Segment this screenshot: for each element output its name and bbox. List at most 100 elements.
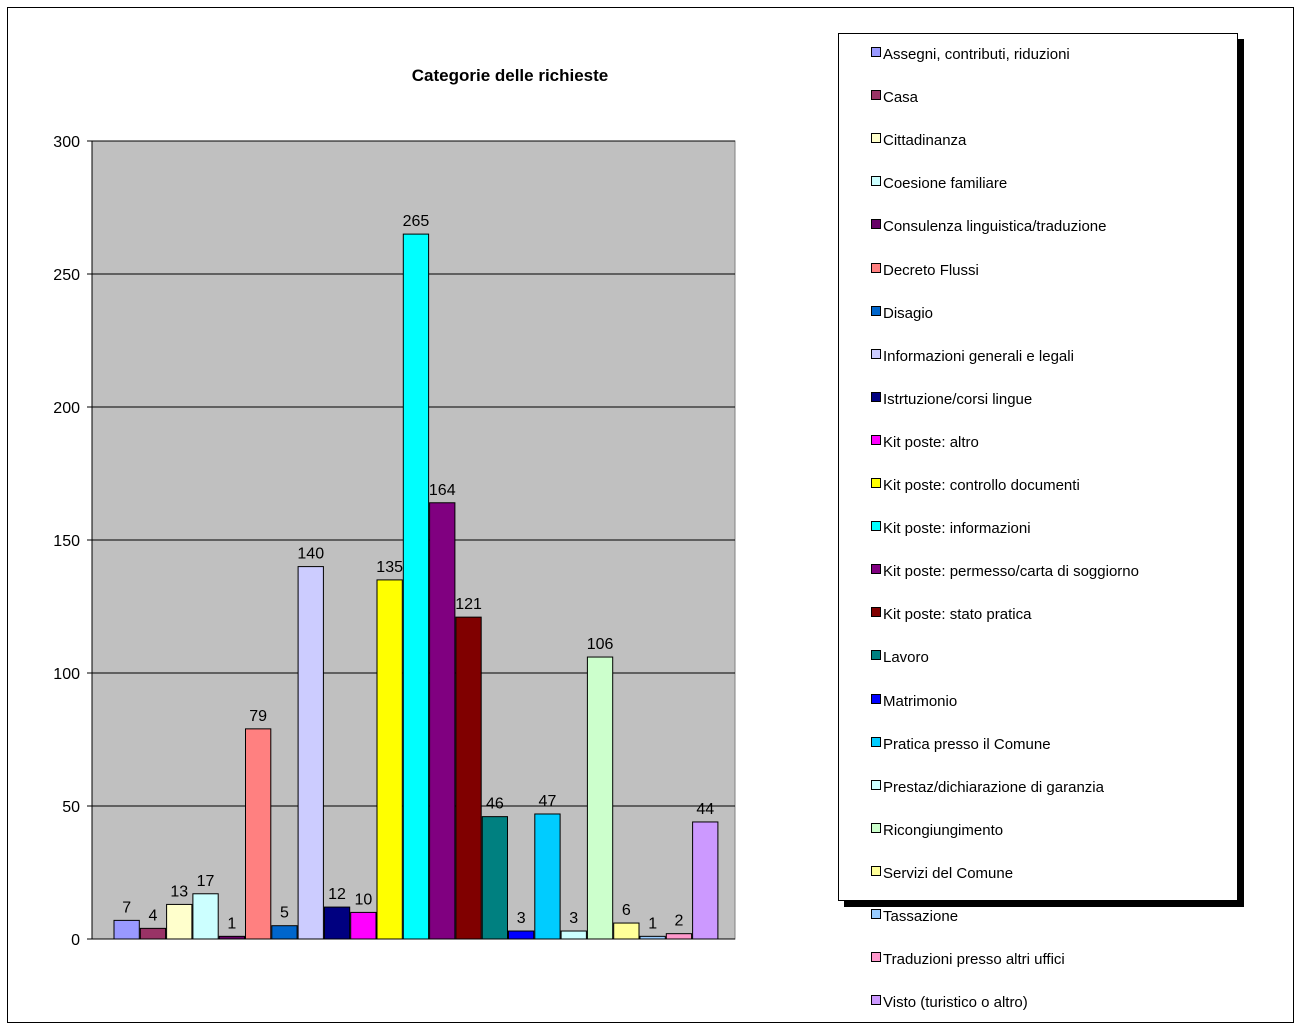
data-label: 13 (170, 883, 188, 900)
legend-item: Kit poste: informazioni (871, 520, 1031, 538)
legend-label: Cittadinanza (883, 132, 967, 150)
legend-item: Coesione familiare (871, 175, 1007, 193)
legend-label: Traduzioni presso altri uffici (883, 951, 1065, 969)
data-label: 46 (486, 796, 504, 813)
bar (271, 925, 298, 940)
bar (692, 821, 719, 940)
legend-swatch (871, 909, 881, 919)
bar (560, 930, 587, 940)
bar (586, 656, 614, 940)
legend-swatch (871, 262, 881, 273)
y-tick-label: 200 (53, 400, 80, 417)
legend-label: Prestaz/dichiarazione di garanzia (883, 778, 1104, 796)
data-label: 17 (197, 873, 215, 890)
legend-swatch (871, 219, 881, 230)
legend-item: Pratica presso il Comune (871, 736, 1051, 754)
bar (323, 906, 351, 940)
legend-label: Decreto Flussi (883, 261, 979, 279)
legend-label: Assegni, contributi, riduzioni (883, 46, 1070, 63)
bar (113, 919, 140, 940)
legend-swatch (871, 90, 881, 101)
data-label: 7 (122, 899, 131, 916)
bar (429, 502, 456, 940)
legend-label: Kit poste: altro (883, 433, 979, 451)
legend-swatch (871, 348, 881, 359)
legend-swatch (871, 478, 881, 488)
legend-item: Kit poste: altro (871, 433, 979, 452)
legend-item: Prestaz/dichiarazione di garanzia (871, 778, 1104, 797)
y-axis-ticks: 0 50 100 150 200 250 300 (53, 134, 92, 949)
legend: Assegni, contributi, riduzioni Casa Cittad… (838, 33, 1238, 1011)
legend-swatch (871, 434, 881, 445)
legend-item: Disagio (871, 304, 934, 323)
legend-swatch (871, 693, 881, 704)
bar (245, 728, 272, 940)
legend-label: Istrtuzione/corsi lingue (883, 390, 1033, 408)
legend-label: Servizi del Comune (883, 864, 1014, 882)
legend-item: Cittadinanza (871, 132, 967, 150)
legend-item: Istrtuzione/corsi lingue (871, 390, 1033, 409)
data-label: 4 (148, 907, 157, 924)
legend-label: Kit poste: informazioni (883, 520, 1031, 538)
legend-swatch (871, 995, 881, 1006)
bar (350, 911, 377, 940)
data-label: 1 (227, 915, 236, 932)
legend-swatch (871, 564, 881, 575)
legend-item: Kit poste: controllo documenti (871, 477, 1080, 495)
y-tick-label: 50 (62, 799, 80, 816)
legend-item: Assegni, contributi, riduzioni (871, 46, 1070, 64)
data-label: 2 (674, 913, 683, 930)
data-label: 121 (455, 596, 482, 613)
legend-label: Ricongiungimento (883, 821, 1004, 839)
legend-item: Matrimonio (871, 692, 958, 711)
legend-label: Disagio (883, 304, 934, 322)
data-label: 5 (280, 905, 289, 922)
y-tick-label: 0 (71, 932, 80, 949)
legend-item: Traduzioni presso altri uffici (871, 951, 1065, 969)
bar (481, 816, 509, 940)
legend-swatch (871, 607, 881, 618)
legend-swatch (871, 521, 881, 532)
data-label: 164 (429, 482, 456, 499)
legend-item: Kit poste: permesso/carta di soggiorno (871, 563, 1139, 581)
bar (166, 903, 193, 940)
legend-label: Kit poste: controllo documenti (883, 477, 1080, 494)
legend-label: Tassazione (883, 908, 959, 925)
data-label: 106 (587, 636, 614, 653)
y-tick-label: 100 (53, 666, 80, 683)
legend-item: Tassazione (871, 908, 959, 926)
legend-item: Consulenza linguistica/traduzione (871, 218, 1106, 236)
bars (113, 233, 719, 940)
legend-swatch (871, 176, 881, 187)
data-label: 10 (354, 891, 372, 908)
legend-swatch (871, 133, 881, 144)
legend-item: Casa (871, 89, 918, 107)
legend-swatch (871, 391, 881, 402)
legend-item: Decreto Flussi (871, 261, 979, 280)
data-label: 12 (328, 886, 346, 903)
bar (139, 927, 167, 940)
chart-frame: Categorie delle richieste 7 4 13 17 1 79 5 140 1… (7, 7, 1294, 1023)
bar (402, 233, 430, 940)
legend-swatch (871, 47, 881, 57)
data-label: 140 (297, 546, 324, 563)
legend-swatch (871, 952, 881, 963)
legend-label: Informazioni generali e legali (883, 347, 1074, 365)
y-tick-label: 150 (53, 533, 80, 550)
legend-swatch (871, 305, 881, 316)
legend-item: Visto (turistico o altro) (871, 994, 1028, 1012)
bar (613, 922, 640, 940)
data-label: 47 (539, 793, 557, 810)
data-label: 6 (622, 902, 631, 919)
bar (665, 933, 693, 940)
bar (297, 566, 324, 940)
legend-swatch (871, 822, 881, 833)
legend-item: Informazioni generali e legali (871, 347, 1074, 366)
legend-label: Matrimonio (883, 692, 958, 710)
legend-item: Servizi del Comune (871, 864, 1014, 883)
bar (508, 930, 535, 940)
data-label: 44 (696, 801, 714, 818)
bar-chart: Categorie delle richieste 7 4131717951401… (53, 66, 736, 949)
bar (455, 616, 482, 940)
